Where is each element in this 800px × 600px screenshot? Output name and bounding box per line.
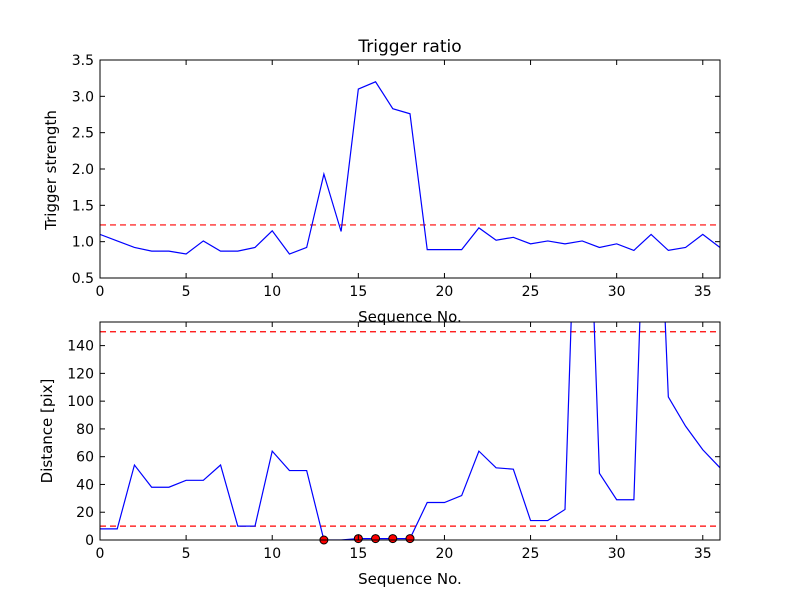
data-layer [100,322,720,540]
trigger-ratio-chart: Trigger ratio 0 5 10 15 20 25 30 35 0.5 1.0 1.5 2.0… [42,37,721,326]
plot-frame [99,59,721,279]
chart-title: Trigger ratio [357,37,461,57]
x-tick-label: 35 [694,284,712,300]
x-tick-label: 30 [608,284,626,300]
y-tick-label: 0.5 [72,271,94,287]
x-tick-label: 20 [436,284,454,300]
plot-area: 0 5 10 15 20 25 30 35 0 20 40 60 80 100 120 140 [67,321,721,562]
x-tick-label: 25 [522,284,540,300]
y-tick-label: 60 [76,450,94,466]
y-tick-label: 0 [85,533,94,549]
y-tick-label: 80 [76,422,94,438]
y-tick-label: 120 [67,366,94,382]
data-marker [405,534,415,544]
x-tick-label: 0 [96,546,105,562]
y-tick-label: 20 [76,505,94,521]
y-axis-label: Trigger strength [42,110,60,231]
x-axis-label: Sequence No. [358,570,462,588]
x-tick-label: 0 [96,284,105,300]
plot-area: 0 5 10 15 20 25 30 35 0.5 1.0 1.5 2.0 2.5 3.0 3.5 [72,53,721,300]
x-tick-label: 15 [349,546,367,562]
y-tick-label: 1.5 [72,198,94,214]
x-axis-label: Sequence No. [358,308,462,326]
x-tick-label: 30 [608,546,626,562]
x-tick-label: 15 [349,284,367,300]
y-tick-label: 40 [76,477,94,493]
y-tick-label: 2.5 [72,126,94,142]
x-tick-label: 10 [263,284,281,300]
y-tick-label: 3.5 [72,53,94,69]
x-tick-label: 35 [694,546,712,562]
x-tick-label: 5 [182,546,191,562]
series-line [100,81,720,255]
y-tick-label: 100 [67,394,94,410]
x-tick-label: 10 [263,546,281,562]
marker-group [319,534,415,545]
series-line [100,322,720,540]
distance-chart: 0 5 10 15 20 25 30 35 0 20 40 60 80 100 120 140 Sequenc… [38,321,721,588]
x-tick-label: 5 [182,284,191,300]
plot-frame [99,321,721,541]
data-layer [100,81,720,255]
x-tick-label: 25 [522,546,540,562]
y-tick-label: 3.0 [72,89,94,105]
y-axis-label: Distance [pix] [38,379,56,484]
x-tick-label: 20 [436,546,454,562]
data-marker [371,534,381,544]
data-marker [388,534,398,544]
y-tick-label: 2.0 [72,162,94,178]
y-tick-label: 1.0 [72,235,94,251]
y-tick-label: 140 [67,339,94,355]
